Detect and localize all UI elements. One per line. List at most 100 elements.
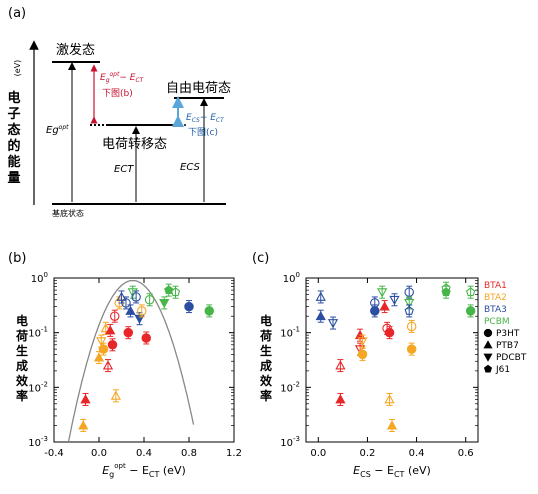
blue-gap-ref: 下图(c) xyxy=(188,127,218,138)
plot-frame xyxy=(53,277,235,443)
data-point xyxy=(315,291,326,301)
data-point xyxy=(93,352,105,362)
x-label-part: g xyxy=(109,470,114,479)
data-point xyxy=(386,420,398,430)
data-point xyxy=(335,394,346,404)
data-point xyxy=(379,301,390,311)
data-point xyxy=(144,295,155,305)
axis-char: 电 xyxy=(7,90,20,106)
legend-marker xyxy=(483,328,493,338)
blue-gap-label: ECS− ECT xyxy=(186,113,225,124)
y-tick-label: 10-3 xyxy=(28,435,48,449)
x-axis-label: ECS − ECT (eV) xyxy=(353,464,431,479)
y-tick-base: 10 xyxy=(283,274,296,285)
data-point xyxy=(125,305,136,315)
excited-state-label: 激发态 xyxy=(56,42,95,58)
free-charge-label: 自由电荷态 xyxy=(166,81,231,96)
ylabel-b: 电 荷 生 成 效 率 xyxy=(15,313,29,403)
ylabel-char: 电 xyxy=(16,313,28,328)
y-tick-base: 10 xyxy=(280,438,293,449)
data-point xyxy=(357,349,368,360)
data-point xyxy=(406,321,417,332)
x-tick-label: 0.0 xyxy=(310,448,326,459)
y-tick-label: 100 xyxy=(31,271,48,285)
x-tick-label: 0.4 xyxy=(136,448,152,459)
data-point xyxy=(315,310,326,321)
y-tick-label: 10-2 xyxy=(280,380,300,394)
legend-marker xyxy=(483,364,493,373)
x-tick-label: 0.2 xyxy=(359,448,375,459)
data-point xyxy=(204,306,215,316)
eg-label: Egopt xyxy=(46,124,69,136)
legend-acceptor: BTA1 xyxy=(484,281,507,291)
y-tick-exponent: -2 xyxy=(293,380,300,388)
red-gap-label: Egopt− ECT xyxy=(100,71,145,84)
ylabel-char: 率 xyxy=(260,388,272,403)
data-point xyxy=(110,311,120,321)
x-tick-label: 0.0 xyxy=(91,448,107,459)
data-point xyxy=(406,344,417,354)
data-point xyxy=(384,327,395,338)
y-tick-base: 10 xyxy=(28,383,41,394)
x-label-part: CT xyxy=(149,470,160,479)
y-tick-base: 10 xyxy=(280,383,293,394)
data-point xyxy=(80,394,91,404)
x-tick-label: 0.4 xyxy=(409,448,425,459)
y-tick-label: 100 xyxy=(283,271,300,285)
y-tick-label: 10-1 xyxy=(280,326,300,340)
ylabel-char: 荷 xyxy=(259,328,272,343)
data-point xyxy=(98,344,109,354)
data-point xyxy=(389,295,400,306)
legend-marker xyxy=(483,353,493,362)
axis-char: 子 xyxy=(7,107,20,122)
legend-marker xyxy=(483,340,493,349)
data-point xyxy=(141,333,152,343)
panel-label-a: (a) xyxy=(8,6,26,21)
data-point xyxy=(384,394,395,404)
x-label-part: E xyxy=(102,464,109,477)
x-label-part: − E xyxy=(371,464,394,477)
legend-donor: PDCBT xyxy=(496,353,527,363)
x-label-part: E xyxy=(353,464,360,477)
ylabel-char: 成 xyxy=(16,358,28,373)
x-tick-label: -0.4 xyxy=(44,448,64,459)
x-label-part: opt xyxy=(114,462,126,470)
y-tick-exponent: -3 xyxy=(41,435,48,443)
ylabel-char: 生 xyxy=(16,343,28,358)
plot-frame xyxy=(305,277,479,443)
axis-char: 态 xyxy=(7,122,20,138)
data-point xyxy=(184,301,194,312)
panel-label-c: (c) xyxy=(252,251,269,266)
ecs-label: ECS xyxy=(180,162,200,173)
data-point xyxy=(377,288,388,298)
data-point xyxy=(404,287,414,297)
legend-donor: PTB7 xyxy=(496,341,519,351)
data-point xyxy=(327,319,339,329)
ylabel-char: 效 xyxy=(16,373,29,388)
data-point xyxy=(404,306,414,315)
data-point xyxy=(78,420,89,430)
y-tick-exponent: 0 xyxy=(44,271,48,279)
legend-donor: P3HT xyxy=(496,329,520,339)
ect-label: ECT xyxy=(114,164,134,175)
legend-acceptor: PCBM xyxy=(484,317,510,327)
x-axis-label: Egopt − ECT (eV) xyxy=(102,462,186,479)
ylabel-char: 电 xyxy=(260,313,272,328)
x-label-part: CT xyxy=(394,470,405,479)
data-point xyxy=(102,360,114,370)
legend-donor: J61 xyxy=(495,365,510,375)
legend-acceptor: BTA3 xyxy=(484,305,507,315)
y-tick-base: 10 xyxy=(28,329,41,340)
y-tick-exponent: -3 xyxy=(293,435,300,443)
panel-label-b: (b) xyxy=(8,251,26,266)
y-tick-exponent: -1 xyxy=(41,326,48,334)
ylabel-char: 生 xyxy=(260,343,272,358)
ylabel-c: 电 荷 生 成 效 率 xyxy=(259,313,273,403)
data-point xyxy=(159,299,170,309)
y-tick-exponent: -2 xyxy=(41,380,48,388)
ylabel-char: 效 xyxy=(260,373,273,388)
data-point xyxy=(164,285,174,295)
data-point xyxy=(357,337,368,347)
